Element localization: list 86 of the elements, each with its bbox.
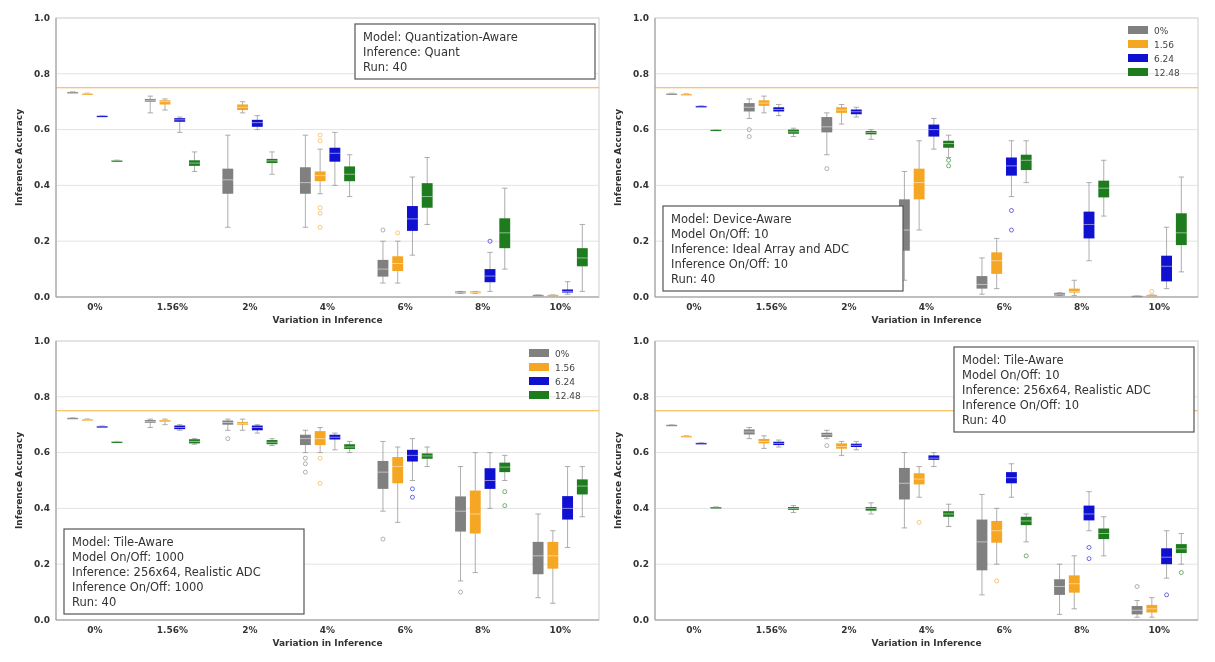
x-tick-label: 0% <box>87 302 103 312</box>
y-tick-label: 0.4 <box>34 503 50 514</box>
y-tick-label: 0.2 <box>633 559 649 570</box>
x-tick-label: 8% <box>475 625 491 635</box>
annotation: Inference On/Off: 10 <box>962 398 1080 412</box>
legend-label: 12.48 <box>555 391 582 401</box>
x-tick-label: 0% <box>87 625 103 635</box>
annotation: Inference On/Off: 10 <box>671 257 789 271</box>
x-tick-label: 1.56% <box>755 625 787 635</box>
x-tick-label: 6% <box>397 625 413 635</box>
y-tick-label: 0.4 <box>633 503 649 514</box>
x-tick-label: 10% <box>549 302 571 312</box>
y-tick-label: 0.6 <box>633 447 649 458</box>
y-axis-title: Inference Accuracy <box>14 108 24 207</box>
y-axis-title: Inference Accuracy <box>613 108 623 207</box>
y-tick-label: 0.2 <box>34 559 50 570</box>
x-tick-label: 6% <box>996 302 1012 312</box>
y-tick-label: 0.4 <box>633 180 649 191</box>
x-tick-label: 8% <box>1074 302 1090 312</box>
annotation: Model: Quantization-Aware <box>363 30 518 44</box>
x-axis-title: Variation in Inference <box>272 315 383 325</box>
annotation: Model: Tile-Aware <box>962 353 1064 367</box>
annotation: Run: 40 <box>72 595 117 609</box>
legend-label: 1.56 <box>1154 40 1175 50</box>
legend-label: 6.24 <box>1154 54 1175 64</box>
legend-label: 0% <box>1154 26 1169 36</box>
annotation: Run: 40 <box>962 413 1007 427</box>
legend-label: 0% <box>555 349 570 359</box>
legend-label: 1.56 <box>555 363 576 373</box>
x-tick-label: 10% <box>549 625 571 635</box>
y-tick-label: 0.2 <box>34 236 50 247</box>
x-tick-label: 2% <box>841 302 857 312</box>
y-tick-label: 0.0 <box>34 291 50 302</box>
x-tick-label: 6% <box>996 625 1012 635</box>
x-tick-label: 8% <box>475 302 491 312</box>
annotation: Model On/Off: 10 <box>671 227 769 241</box>
x-tick-label: 4% <box>319 625 336 635</box>
x-tick-label: 4% <box>319 302 336 312</box>
y-tick-label: 0.8 <box>34 68 50 79</box>
x-tick-label: 1.56% <box>755 302 787 312</box>
annotation: Model On/Off: 10 <box>962 368 1060 382</box>
x-axis-title: Variation in Inference <box>272 638 383 648</box>
x-tick-label: 6% <box>397 302 413 312</box>
legend-label: 6.24 <box>555 377 576 387</box>
annotation: Inference On/Off: 1000 <box>72 580 204 594</box>
x-axis-title: Variation in Inference <box>871 638 982 648</box>
y-tick-label: 1.0 <box>633 12 649 23</box>
y-tick-label: 0.6 <box>34 124 50 135</box>
y-tick-label: 0.2 <box>633 236 649 247</box>
annotation: Model: Device-Aware <box>671 212 792 226</box>
x-tick-label: 10% <box>1148 302 1170 312</box>
y-tick-label: 1.0 <box>34 12 50 23</box>
y-tick-label: 0.8 <box>633 68 649 79</box>
y-tick-label: 0.8 <box>633 391 649 402</box>
x-tick-label: 4% <box>918 625 935 635</box>
x-tick-label: 0% <box>686 625 702 635</box>
y-tick-label: 0.0 <box>34 614 50 625</box>
y-tick-label: 0.6 <box>633 124 649 135</box>
x-tick-label: 8% <box>1074 625 1090 635</box>
x-tick-label: 10% <box>1148 625 1170 635</box>
legend-label: 12.48 <box>1154 68 1181 78</box>
x-axis-title: Variation in Inference <box>871 315 982 325</box>
x-tick-label: 4% <box>918 302 935 312</box>
y-tick-label: 0.0 <box>633 614 649 625</box>
annotation: Inference: 256x64, Realistic ADC <box>962 383 1151 397</box>
x-tick-label: 2% <box>242 625 258 635</box>
y-axis-title: Inference Accuracy <box>14 431 24 530</box>
x-tick-label: 1.56% <box>156 302 188 312</box>
annotation: Inference: 256x64, Realistic ADC <box>72 565 261 579</box>
y-tick-label: 1.0 <box>633 335 649 346</box>
y-tick-label: 1.0 <box>34 335 50 346</box>
y-tick-label: 0.6 <box>34 447 50 458</box>
x-tick-label: 2% <box>242 302 258 312</box>
annotation: Model On/Off: 1000 <box>72 550 185 564</box>
annotation: Run: 40 <box>363 60 408 74</box>
y-tick-label: 0.0 <box>633 291 649 302</box>
annotation: Inference: Quant <box>363 45 461 59</box>
x-tick-label: 0% <box>686 302 702 312</box>
annotation: Run: 40 <box>671 272 716 286</box>
y-tick-label: 0.8 <box>34 391 50 402</box>
y-tick-label: 0.4 <box>34 180 50 191</box>
y-axis-title: Inference Accuracy <box>613 431 623 530</box>
x-tick-label: 2% <box>841 625 857 635</box>
annotation: Inference: Ideal Array and ADC <box>671 242 849 256</box>
annotation: Model: Tile-Aware <box>72 535 174 549</box>
x-tick-label: 1.56% <box>156 625 188 635</box>
